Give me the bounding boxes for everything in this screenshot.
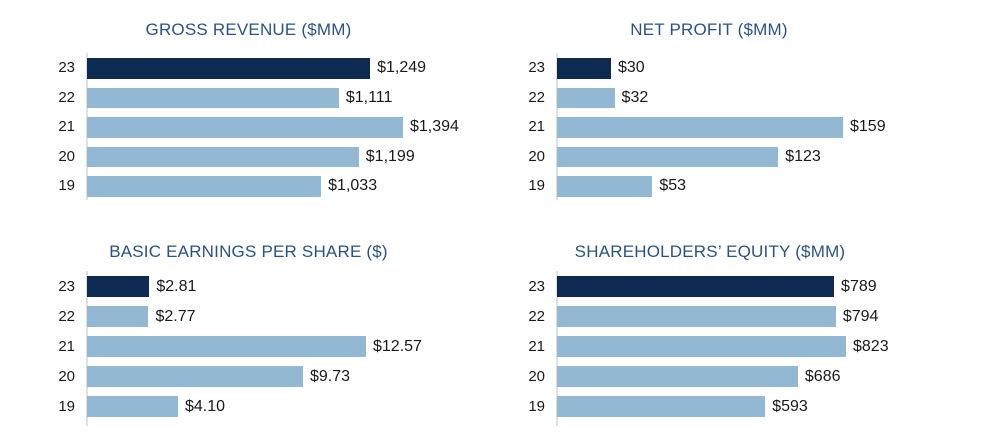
bar (87, 366, 303, 387)
value-label: $123 (785, 147, 821, 165)
bar-row: 19 $593 (497, 396, 994, 417)
bar-row: 21 $1,394 (0, 117, 497, 138)
year-label: 20 (528, 147, 545, 165)
year-label: 22 (528, 88, 545, 106)
bar (557, 146, 779, 167)
bar (557, 117, 843, 138)
bar-row: 22 $2.77 (0, 306, 497, 327)
chart-basic-earnings-per-share: BASIC EARNINGS PER SHARE ($) 23 $2.81 22 $2… (0, 224, 497, 448)
year-label: 20 (528, 368, 545, 385)
chart-title: SHAREHOLDERS’ EQUITY ($MM) (574, 242, 846, 261)
value-label: $1,249 (377, 59, 427, 76)
value-label: $1,394 (410, 118, 459, 135)
year-label: 23 (528, 278, 545, 295)
year-label: 19 (528, 398, 545, 415)
value-label: $2.81 (156, 278, 197, 295)
value-label: $2.77 (155, 308, 196, 325)
bar (87, 87, 339, 108)
value-label: $9.73 (309, 368, 350, 385)
chart-net-profit: NET PROFIT ($MM) 23 $30 22 $32 21 $159 20 $123 1… (497, 0, 994, 224)
bar-row: 21 $12.57 (0, 336, 497, 357)
value-label: $593 (772, 398, 808, 415)
year-label: 21 (528, 118, 545, 135)
chart-title: BASIC EARNINGS PER SHARE ($) (109, 242, 388, 261)
value-label: $823 (853, 338, 889, 355)
bar-row: 22 $1,111 (0, 87, 497, 108)
year-label: 19 (528, 177, 545, 194)
year-label: 21 (528, 338, 545, 355)
y-axis-line (556, 53, 558, 200)
bar (557, 87, 615, 108)
value-label: $1,199 (365, 147, 415, 165)
bar-row: 19 $1,033 (0, 176, 497, 197)
chart-shareholders-equity: SHAREHOLDERS’ EQUITY ($MM) 23 $789 22 $794 2… (497, 224, 994, 448)
bar (87, 306, 149, 327)
bar (87, 336, 366, 357)
value-label: $159 (850, 118, 886, 135)
bar-row: 21 $823 (497, 336, 994, 357)
bar (557, 306, 836, 327)
value-label: $12.57 (373, 338, 422, 355)
value-label: $789 (841, 278, 877, 295)
bar (557, 336, 846, 357)
year-label: 20 (58, 368, 75, 385)
value-label: $794 (842, 308, 879, 325)
value-label: $32 (621, 88, 649, 106)
chart-title: NET PROFIT ($MM) (630, 20, 788, 39)
value-label: $4.10 (185, 398, 226, 415)
year-label: 21 (58, 118, 75, 135)
year-label: 19 (58, 398, 75, 415)
bar-highlight (87, 276, 150, 297)
year-label: 19 (58, 177, 75, 194)
value-label: $30 (617, 59, 645, 76)
year-label: 22 (58, 308, 75, 325)
bar-row: 23 $2.81 (0, 276, 497, 297)
chart-title: GROSS REVENUE ($MM) (145, 20, 352, 39)
bar-highlight (557, 58, 611, 79)
value-label: $1,033 (328, 177, 378, 194)
bar (87, 396, 178, 417)
bar (557, 396, 766, 417)
year-label: 20 (58, 147, 75, 165)
bar-row: 20 $123 (497, 146, 994, 167)
y-axis-line (86, 53, 88, 200)
year-label: 21 (58, 338, 75, 355)
bar-row: 21 $159 (497, 117, 994, 138)
bar (87, 146, 359, 167)
bar-row: 23 $1,249 (0, 58, 497, 79)
chart-gross-revenue: GROSS REVENUE ($MM) 23 $1,249 22 $1,111 21 $1… (0, 0, 497, 224)
y-axis-line (556, 271, 558, 426)
year-label: 23 (58, 278, 75, 295)
value-label: $53 (659, 177, 687, 194)
year-label: 22 (528, 308, 545, 325)
bar-highlight (557, 276, 835, 297)
bar-row: 22 $32 (497, 87, 994, 108)
year-label: 23 (528, 59, 545, 76)
bar-row: 22 $794 (497, 306, 994, 327)
bar-row: 20 $9.73 (0, 366, 497, 387)
bar-row: 23 $789 (497, 276, 994, 297)
value-label: $686 (804, 368, 841, 385)
bar (87, 176, 322, 197)
bar (557, 176, 653, 197)
year-label: 23 (58, 59, 75, 76)
bar-row: 20 $686 (497, 366, 994, 387)
year-label: 22 (58, 88, 75, 106)
bar-row: 20 $1,199 (0, 146, 497, 167)
bar-highlight (87, 58, 371, 79)
bar-row: 19 $53 (497, 176, 994, 197)
bar-row: 19 $4.10 (0, 396, 497, 417)
value-label: $1,111 (345, 88, 393, 106)
y-axis-line (86, 271, 88, 426)
bar-row: 23 $30 (497, 58, 994, 79)
bar (557, 366, 798, 387)
bar (87, 117, 403, 138)
